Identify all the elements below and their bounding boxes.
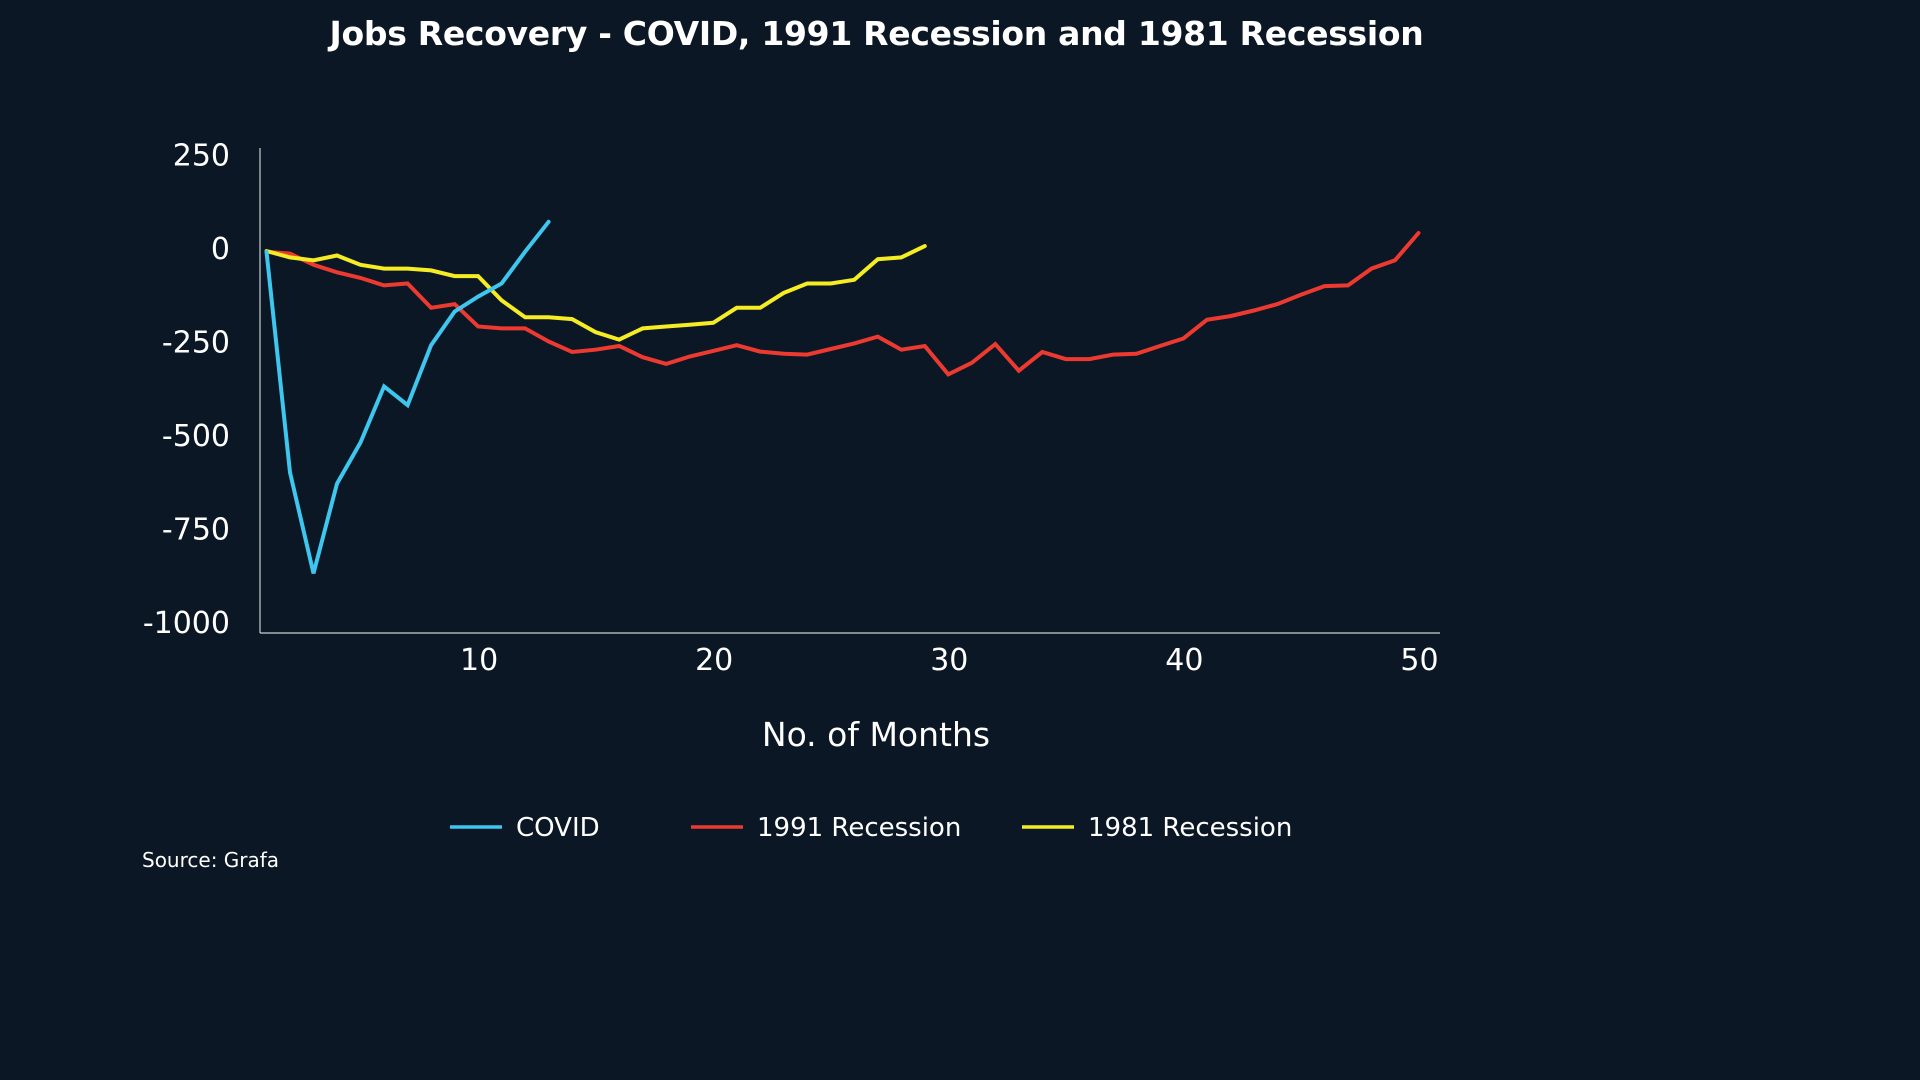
x-tick-label: 30 [930,643,968,678]
source-note: Source: Grafa [142,848,280,872]
y-tick-label: -500 [162,419,230,454]
legend-label: COVID [516,813,600,843]
chart-legend: COVID 1991 Recession 1981 Recession [450,813,1292,843]
x-axis-title: No. of Months [762,715,990,754]
legend-item-1991-recession: 1991 Recession [691,813,961,843]
series-line-1991-recession [264,231,1421,377]
y-tick-label: -250 [162,326,230,361]
series-lines [264,219,1421,574]
x-tick-label: 20 [695,643,733,678]
chart-title: Jobs Recovery - COVID, 1991 Recession an… [329,14,1424,53]
series-line-covid [264,219,551,574]
legend-label: 1981 Recession [1088,813,1292,843]
y-tick-label: -1000 [143,606,230,641]
y-tick-label: 0 [211,232,230,267]
y-tick-labels: 250 0 -250 -500 -750 -1000 [143,139,230,642]
x-tick-label: 10 [460,643,498,678]
legend-item-1981-recession: 1981 Recession [1022,813,1292,843]
chart-axes [259,148,1440,634]
x-tick-label: 50 [1400,643,1438,678]
x-tick-labels: 10 20 30 40 50 [460,643,1439,678]
series-line-1981-recession [264,244,927,342]
jobs-recovery-chart: 250 0 -250 -500 -750 -1000 10 20 30 40 50 No. of … [143,139,1440,843]
y-tick-label: -750 [162,513,230,548]
x-tick-label: 40 [1165,643,1203,678]
legend-item-covid: COVID [450,813,600,843]
legend-label: 1991 Recession [757,813,961,843]
y-tick-label: 250 [173,139,230,174]
